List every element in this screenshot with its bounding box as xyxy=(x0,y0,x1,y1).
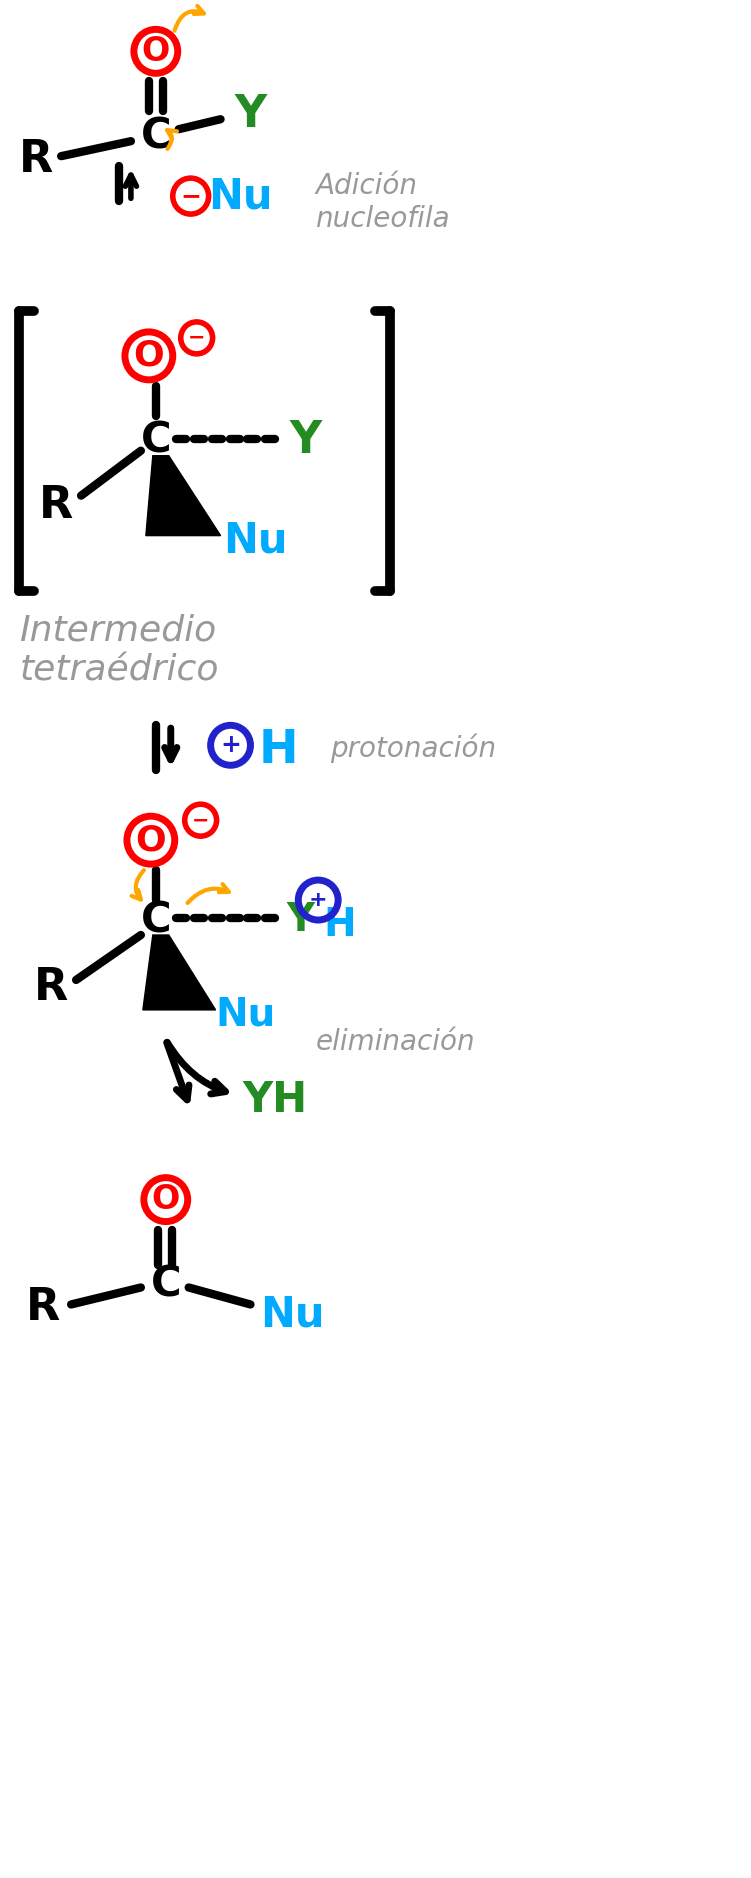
Text: Y: Y xyxy=(289,419,321,462)
Text: Adición: Adición xyxy=(315,173,418,201)
Text: O: O xyxy=(152,1183,180,1217)
Text: Intermedio: Intermedio xyxy=(20,614,216,648)
Text: C: C xyxy=(150,1264,181,1305)
Text: H: H xyxy=(258,729,298,772)
Text: O: O xyxy=(142,36,170,68)
Text: +: + xyxy=(220,732,241,757)
Text: Nu: Nu xyxy=(223,520,288,562)
Text: tetraédrico: tetraédrico xyxy=(20,654,219,687)
Text: Y: Y xyxy=(234,92,267,135)
Text: −: − xyxy=(180,184,201,208)
Text: Nu: Nu xyxy=(216,995,276,1035)
Text: H: H xyxy=(324,905,357,945)
Text: R: R xyxy=(19,137,53,180)
Text: Nu: Nu xyxy=(208,175,273,218)
Text: O: O xyxy=(135,823,166,856)
Text: O: O xyxy=(134,338,164,374)
Text: Y: Y xyxy=(286,901,314,939)
Text: +: + xyxy=(309,890,327,911)
Text: YH: YH xyxy=(243,1078,308,1121)
Text: C: C xyxy=(140,115,171,158)
Text: eliminación: eliminación xyxy=(315,1027,475,1055)
Text: Nu: Nu xyxy=(260,1294,324,1335)
Text: R: R xyxy=(26,1286,60,1330)
Text: protonación: protonación xyxy=(330,734,496,762)
Polygon shape xyxy=(146,456,221,535)
Text: C: C xyxy=(140,900,171,941)
Text: R: R xyxy=(39,485,74,528)
Polygon shape xyxy=(143,935,216,1010)
Text: R: R xyxy=(34,967,68,1010)
Text: −: − xyxy=(188,329,206,347)
Text: −: − xyxy=(192,809,210,830)
Text: C: C xyxy=(140,421,171,462)
Text: nucleofila: nucleofila xyxy=(315,205,450,233)
